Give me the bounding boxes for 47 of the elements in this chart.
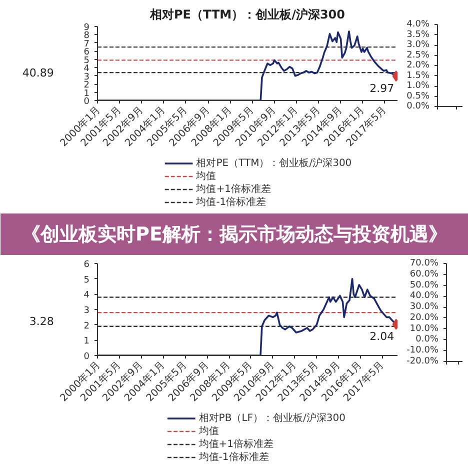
y-tick-label: 2.5%: [406, 50, 430, 60]
y-tick-label: 6: [84, 260, 90, 270]
y-tick-label: 0: [84, 97, 90, 107]
y-tick-label: 9: [84, 23, 90, 33]
data-label: 2.97: [370, 82, 394, 96]
y-tick-label: 0: [84, 352, 90, 362]
y-tick-label: 1.0%: [406, 81, 430, 91]
y-tick-label: 4.0%: [406, 20, 430, 30]
legend-label: 相对PB（LF）：创业板/沪深300: [198, 412, 346, 424]
legend-label: 均值+1倍标准差: [195, 183, 271, 195]
y-tick-label: 2.0%: [406, 60, 430, 70]
y-tick-label: -10.0%: [406, 346, 439, 356]
y-tick-label: 70.0%: [410, 258, 439, 268]
y-tick-label: 0.0%: [416, 334, 439, 345]
y-tick-label: 5: [84, 275, 90, 286]
y-tick-label: 1.5%: [406, 70, 430, 81]
legend-label: 均值-1倍标准差: [198, 451, 269, 463]
legend-label: 均值: [195, 170, 216, 182]
y-tick-label: 5: [84, 56, 90, 66]
legend-label: 相对PE（TTM）：创业板/沪深300: [196, 157, 352, 169]
y-tick-label: 2: [84, 321, 90, 332]
legend-label: 均值+1倍标准差: [198, 438, 274, 450]
y-tick-label: 4: [84, 290, 90, 301]
chart-title: 相对PE（TTM）：创业板/沪深300: [148, 8, 346, 22]
y-tick-label: 3.5%: [406, 30, 430, 40]
data-label: 2.04: [370, 330, 394, 344]
y-tick-label: 1: [84, 336, 90, 347]
y-tick-label: 2: [84, 80, 90, 91]
y-tick-label: -20.0%: [406, 356, 439, 366]
y-tick-label: 6: [84, 48, 90, 58]
text: 3.28: [29, 314, 54, 328]
y-tick-label: 3.0%: [406, 40, 430, 50]
text: 《创业板实时PE解析：揭示市场动态与投资机遇》: [22, 224, 448, 246]
legend-label: 均值: [198, 425, 219, 437]
y-tick-label: 3: [84, 306, 90, 316]
y-tick-label: 10.0%: [410, 324, 439, 334]
legend-label: 均值-1倍标准差: [195, 196, 266, 208]
text: 40.89: [22, 66, 54, 80]
y-tick-label: 60.0%: [410, 269, 439, 280]
y-tick-label: 0.5%: [406, 91, 430, 102]
y-tick-label: 8: [84, 31, 90, 42]
y-tick-label: 30.0%: [410, 302, 439, 312]
y-tick-label: 50.0%: [410, 280, 439, 290]
y-tick-label: 40.0%: [410, 291, 439, 302]
y-tick-label: 0.0%: [406, 102, 430, 112]
y-tick-label: 1: [84, 88, 90, 99]
y-tick-label: 20.0%: [410, 312, 439, 323]
